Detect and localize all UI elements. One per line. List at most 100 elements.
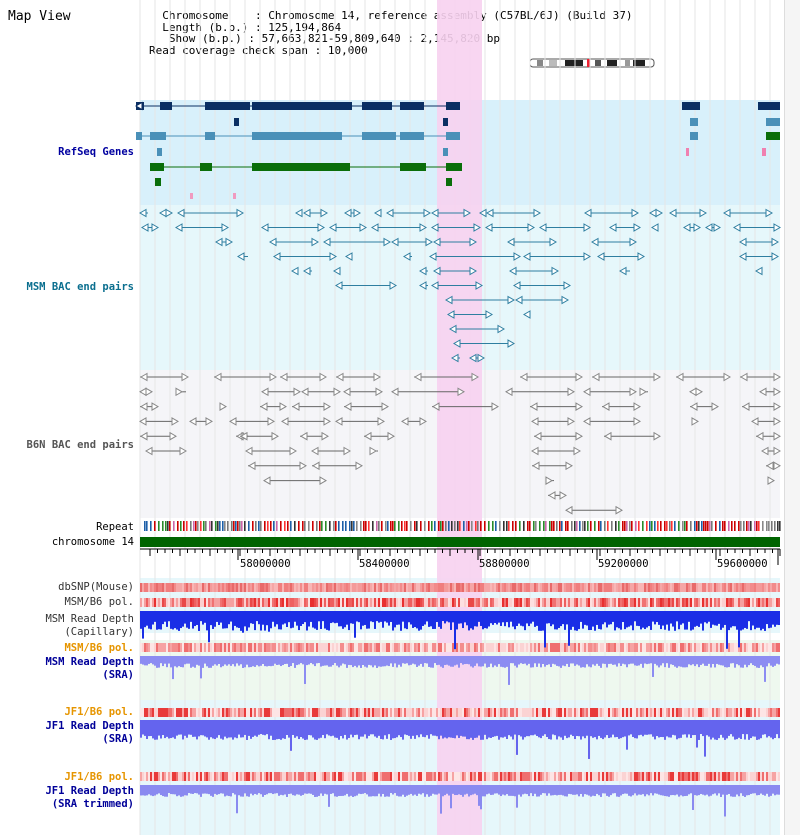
msm-bac-end <box>497 324 505 334</box>
jf1-b6-pol-band <box>378 708 380 717</box>
dbsnp-band <box>222 583 224 592</box>
msm-depth-sra-bar <box>442 656 444 668</box>
b6n-bac-end <box>175 387 183 397</box>
track-label-msm-bac[interactable]: MSM BAC end pairs <box>26 281 134 293</box>
msm-b6-pol-band <box>368 598 370 607</box>
msm-depth-sra-bar <box>510 656 512 664</box>
track-label-jf1-b6-pol-2[interactable]: JF1/B6 pol. <box>64 771 134 783</box>
jf1-b6-pol2-band <box>702 772 704 781</box>
jf1-b6-pol2-band <box>400 772 402 781</box>
track-label-dbsnp[interactable]: dbSNP(Mouse) <box>58 581 134 593</box>
jf1-b6-pol-band <box>732 708 734 717</box>
msm-depth-sra-bar <box>646 656 648 665</box>
jf1-depth-trimmed-bar <box>492 785 494 795</box>
track-label-jf1-depth-sra[interactable]: JF1 Read Depth <box>45 720 134 732</box>
msm-b6-pol-band <box>482 598 484 607</box>
chromosome-ideogram[interactable] <box>529 53 655 68</box>
msm-depth-capillary-bar <box>452 611 454 623</box>
track-label-repeat[interactable]: Repeat <box>96 521 134 533</box>
track-label-msm-b6-pol[interactable]: MSM/B6 pol. <box>64 596 134 608</box>
jf1-b6-pol2-band <box>320 772 322 781</box>
track-label-chromosome[interactable]: chromosome 14 <box>51 536 134 548</box>
msm-depth-sra-bar <box>228 656 230 665</box>
b6n-bac-end <box>548 491 556 500</box>
msm-depth-capillary-bar <box>604 611 606 623</box>
jf1-b6-pol-band <box>456 708 458 717</box>
track-label-msm-depth-capillary[interactable]: MSM Read Depth <box>45 613 134 625</box>
repeat-element <box>144 521 146 531</box>
dbsnp-band <box>400 583 402 592</box>
dbsnp-band <box>314 583 316 592</box>
jf1-depth-sra-bar <box>514 720 516 735</box>
jf1-depth-sra-bar <box>356 720 358 735</box>
b6n-bac-end <box>530 402 538 411</box>
msm-depth-sra-bar <box>552 656 554 664</box>
track-label-jf1-b6-pol[interactable]: JF1/B6 pol. <box>64 706 134 718</box>
track-label-refseq[interactable]: RefSeq Genes <box>58 146 134 158</box>
track-label-msm-depth-sra[interactable]: MSM Read Depth <box>45 656 134 668</box>
dbsnp-band <box>240 583 242 592</box>
b6n-bac-end <box>711 402 719 411</box>
jf1-b6-pol-band <box>776 708 778 717</box>
repeat-element <box>368 521 370 531</box>
msm-b6-pol-band <box>578 598 580 607</box>
msm-depth-capillary-bar <box>282 611 284 625</box>
dbsnp-band <box>736 583 738 592</box>
msm-depth-sra-bar <box>364 656 366 667</box>
msm-depth-capillary-bar <box>498 611 500 623</box>
msm-b6-pol2-band <box>680 643 682 652</box>
msm-bac-end <box>320 208 328 218</box>
jf1-depth-sra-bar <box>748 720 750 740</box>
msm-b6-pol2-band <box>630 643 632 652</box>
jf1-b6-pol-band <box>632 708 634 717</box>
msm-b6-pol2-band <box>316 643 318 652</box>
dbsnp-band <box>370 583 372 592</box>
msm-bac-end <box>669 208 677 218</box>
jf1-depth-sra-bar <box>594 720 596 738</box>
jf1-depth-sra-bar <box>580 720 582 740</box>
msm-depth-sra-bar <box>778 656 780 665</box>
b6n-bac-end <box>248 461 256 471</box>
jf1-b6-pol2-band <box>690 772 692 781</box>
jf1-b6-pol-band <box>772 708 774 717</box>
msm-depth-sra-bar <box>538 656 540 664</box>
dbsnp-band <box>398 583 400 592</box>
jf1-depth-trimmed-bar <box>392 785 394 795</box>
msm-b6-pol2-band <box>516 643 518 652</box>
msm-depth-capillary-bar <box>284 611 286 624</box>
jf1-depth-sra-bar <box>378 720 380 736</box>
jf1-depth-sra-bar <box>414 720 416 739</box>
jf1-depth-sra-bar <box>610 720 612 738</box>
b6n-bac-end <box>653 372 661 382</box>
msm-depth-sra-bar <box>350 656 352 666</box>
jf1-b6-pol-band <box>630 708 632 717</box>
dbsnp-band <box>378 583 380 592</box>
jf1-b6-pol-band <box>314 708 316 717</box>
jf1-depth-sra-bar <box>284 720 286 739</box>
msm-depth-sra-bar <box>424 656 426 664</box>
track-label-b6n-bac[interactable]: B6N BAC end pairs <box>26 439 134 451</box>
msm-b6-pol2-band <box>146 643 148 652</box>
jf1-depth-sra-bar <box>392 720 394 739</box>
b6n-bac-end <box>343 446 351 456</box>
jf1-depth-trimmed-bar <box>504 785 506 796</box>
msm-depth-capillary-bar <box>166 611 168 627</box>
msm-depth-capillary-bar <box>418 611 420 631</box>
dbsnp-band <box>562 583 564 592</box>
track-label-msm-b6-pol-2[interactable]: MSM/B6 pol. <box>64 642 134 654</box>
track-label-jf1-depth-trimmed[interactable]: JF1 Read Depth <box>45 785 134 797</box>
gene-exon <box>150 132 166 140</box>
jf1-depth-sra-bar <box>562 720 564 740</box>
jf1-b6-pol2-band <box>760 772 762 781</box>
msm-depth-sra-bar <box>190 656 192 668</box>
jf1-b6-pol2-band <box>396 772 398 781</box>
jf1-b6-pol-band <box>652 708 654 717</box>
jf1-depth-trimmed-bar <box>286 785 288 797</box>
jf1-b6-pol-band <box>554 708 556 717</box>
msm-depth-sra-bar <box>556 656 558 666</box>
jf1-b6-pol-band <box>480 708 482 717</box>
jf1-depth-trimmed-bar <box>518 785 520 795</box>
jf1-depth-sra-bar <box>526 720 528 737</box>
jf1-depth-trimmed-bar <box>238 785 240 796</box>
